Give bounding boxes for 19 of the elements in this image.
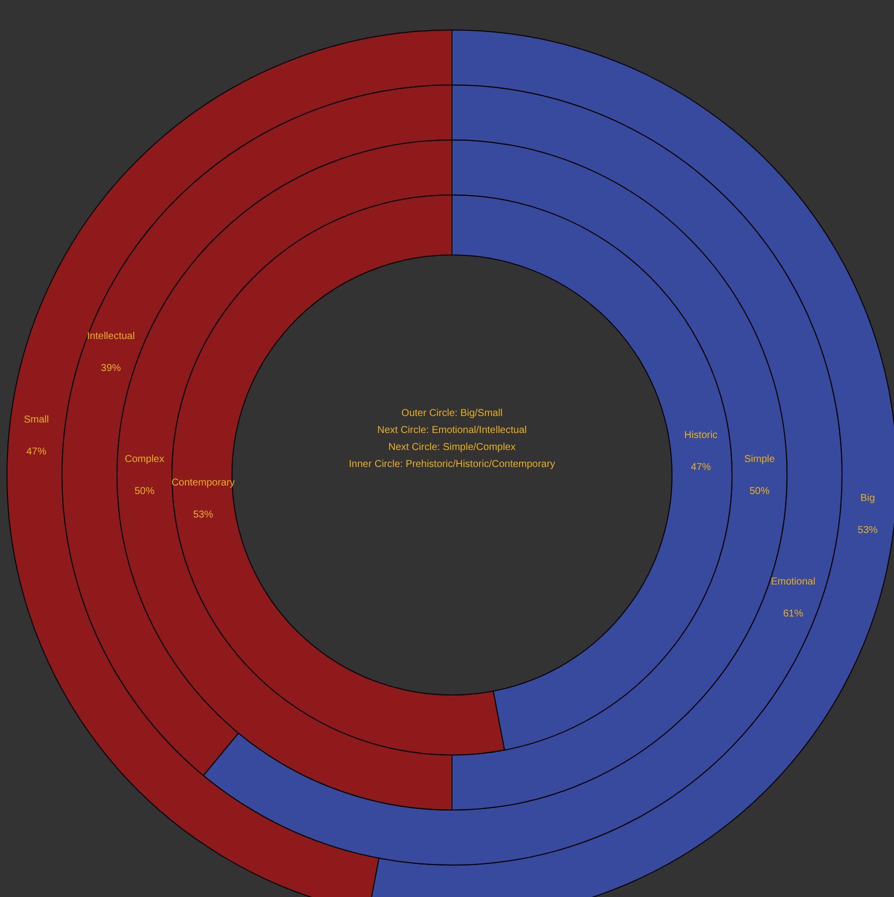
text: Inner Circle: Prehistoric/Historic/Contemporary bbox=[348, 458, 556, 472]
data-label: 39% bbox=[100, 362, 122, 374]
text: Outer Circle: Big/Small bbox=[400, 407, 504, 421]
slice-label: Small bbox=[24, 414, 49, 426]
data-label: 47% bbox=[26, 446, 46, 458]
data-label: 50% bbox=[749, 486, 770, 497]
data-label: 53% bbox=[193, 509, 214, 520]
text: Next Circle: Simple/Complex bbox=[387, 441, 517, 455]
data-label: 50% bbox=[134, 486, 155, 497]
slice-label: Big bbox=[860, 493, 875, 504]
slice-label: Intellectual bbox=[87, 330, 135, 342]
slice-label: Simple bbox=[744, 454, 776, 465]
data-label: 53% bbox=[858, 525, 878, 536]
slice-label: Complex bbox=[124, 454, 164, 465]
text: Next Circle: Emotional/Intellectual bbox=[376, 424, 528, 438]
data-label: 47% bbox=[690, 462, 712, 474]
slice-label: Emotional bbox=[770, 576, 816, 588]
slice-label: Historic bbox=[684, 430, 718, 442]
data-label: 61% bbox=[783, 608, 804, 620]
